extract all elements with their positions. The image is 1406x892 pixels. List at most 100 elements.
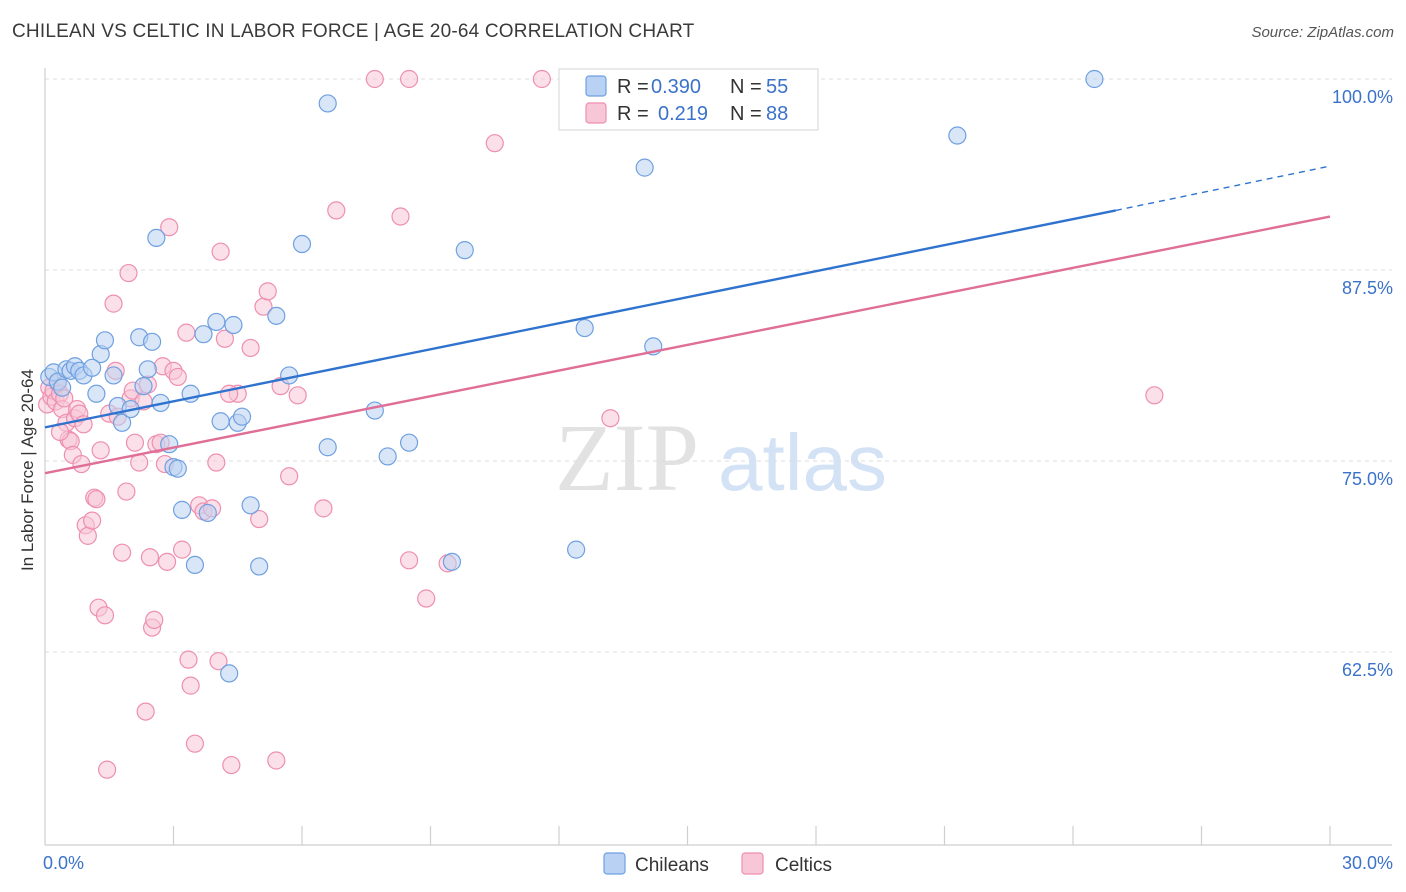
chileans-point	[220, 664, 239, 683]
chileans-point	[194, 325, 213, 344]
bottom-legend-chileans: Chileans	[635, 855, 709, 876]
chileans-point	[318, 438, 337, 457]
celtics-point	[222, 755, 241, 775]
y-tick-label-2: 75.0%	[1342, 469, 1393, 489]
chileans-point	[53, 378, 72, 397]
legend-r-label-chileans: R =	[617, 76, 649, 98]
chileans-point	[95, 331, 115, 350]
celtics-point	[95, 606, 115, 625]
trend-lines	[44, 165, 1331, 475]
legend-swatch-chileans	[585, 75, 607, 97]
chileans-point	[185, 555, 205, 575]
chileans-point	[104, 366, 123, 385]
celtics-point	[87, 490, 106, 509]
chileans-points	[40, 69, 1104, 683]
source-label: Source: ZipAtlas.com	[1251, 24, 1394, 41]
correlation-legend: R = 0.390 N = 55 R = 0.219 N = 88	[558, 68, 819, 131]
chileans-point	[142, 332, 162, 351]
bottom-legend-swatch-chileans	[603, 852, 626, 875]
watermark-atlas: atlas	[718, 418, 887, 507]
celtics-point	[207, 453, 226, 472]
chileans-point	[168, 459, 187, 478]
celtics-point	[417, 589, 436, 608]
chileans-point	[267, 306, 286, 325]
celtics-point	[78, 526, 97, 545]
legend-n-label-celtics: N =	[730, 103, 762, 125]
chileans-point	[172, 500, 192, 519]
celtics-trend-line	[44, 215, 1331, 475]
celtics-point	[140, 548, 160, 567]
chileans-point	[138, 360, 157, 379]
chileans-point	[232, 407, 252, 426]
celtics-point	[314, 499, 333, 518]
axes	[44, 68, 1392, 846]
chileans-point	[567, 540, 586, 559]
gridlines	[45, 78, 1392, 653]
celtics-point	[136, 702, 155, 721]
chileans-point	[211, 412, 230, 431]
y-tick-label-3: 62.5%	[1342, 660, 1393, 680]
celtics-point	[1145, 386, 1164, 405]
celtics-point	[215, 329, 234, 348]
legend-n-label-chileans: N =	[730, 76, 762, 98]
x-tick-label-0: 0.0%	[43, 853, 84, 873]
chileans-point	[241, 496, 260, 515]
celtics-point	[177, 323, 196, 342]
celtics-point	[104, 294, 123, 313]
celtics-point	[209, 652, 228, 671]
celtics-point	[179, 650, 198, 669]
celtics-point	[399, 69, 419, 89]
celtics-point	[241, 338, 260, 358]
chileans-point	[455, 241, 474, 260]
celtics-point	[112, 543, 132, 562]
celtics-point	[258, 282, 277, 301]
chileans-point	[198, 503, 217, 523]
chileans-point	[250, 557, 269, 576]
celtics-point	[399, 551, 419, 570]
celtics-point	[250, 509, 269, 529]
celtics-point	[288, 386, 307, 405]
celtics-point	[83, 511, 102, 530]
celtics-point	[365, 69, 384, 89]
chileans-trend-line	[44, 209, 1117, 429]
celtics-point	[211, 242, 230, 261]
celtics-point	[172, 540, 192, 559]
chileans-point	[635, 158, 654, 177]
bottom-legend-celtics: Celtics	[775, 855, 832, 876]
celtics-point	[117, 482, 136, 501]
legend-n-value-chileans: 55	[766, 76, 788, 98]
chileans-point	[292, 234, 312, 254]
legend-r-label-celtics: R =	[617, 103, 649, 125]
celtics-point	[160, 218, 179, 237]
chart-title: CHILEAN VS CELTIC IN LABOR FORCE | AGE 2…	[12, 21, 695, 42]
watermark-zip: ZIP	[555, 404, 699, 511]
celtics-point	[145, 610, 164, 630]
chileans-point	[1085, 69, 1104, 89]
celtics-point	[327, 201, 346, 220]
chileans-point	[112, 413, 132, 432]
y-tick-label-1: 87.5%	[1342, 278, 1393, 298]
chileans-point	[134, 377, 153, 396]
celtics-point	[119, 263, 138, 283]
celtics-point	[532, 69, 551, 89]
chileans-point	[147, 228, 166, 248]
celtics-point	[601, 409, 620, 428]
tick-labels: 100.0% 87.5% 75.0% 62.5% 0.0% 30.0%	[43, 87, 1393, 873]
chileans-point	[399, 433, 419, 452]
chileans-point	[365, 401, 384, 420]
celtics-point	[157, 552, 177, 571]
series-legend: Chileans Celtics	[603, 852, 832, 876]
celtics-point	[485, 134, 504, 153]
chileans-point	[318, 94, 337, 113]
chileans-point	[280, 366, 299, 385]
celtics-point	[181, 676, 200, 695]
celtics-point	[91, 441, 110, 460]
celtics-point	[391, 207, 410, 226]
celtics-point	[125, 433, 145, 452]
y-tick-label-0: 100.0%	[1332, 87, 1393, 107]
chileans-trend-extension	[1115, 165, 1331, 212]
chileans-point	[83, 358, 102, 377]
celtics-point	[168, 367, 187, 387]
chileans-point	[378, 447, 397, 466]
legend-r-value-chileans: 0.390	[651, 76, 701, 98]
